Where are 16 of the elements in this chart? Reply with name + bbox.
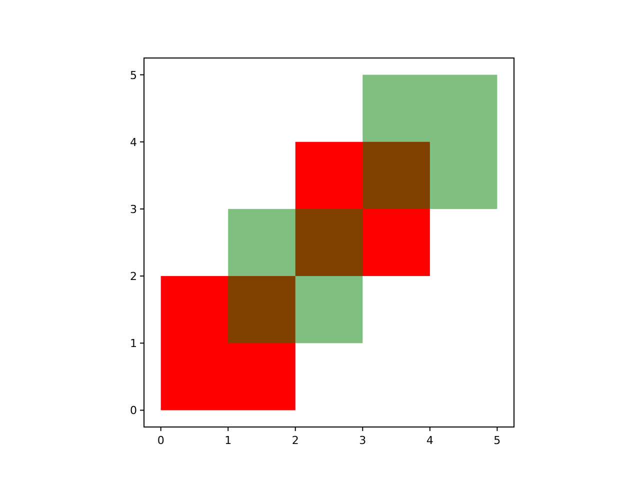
y-tick-label: 0 (130, 404, 137, 418)
y-tick-label: 1 (130, 337, 137, 350)
y-tick-label: 4 (130, 136, 137, 149)
x-tick-label: 3 (359, 434, 366, 447)
y-tick-label: 2 (130, 270, 137, 284)
x-tick-label: 2 (292, 434, 299, 447)
y-tick-label: 5 (130, 68, 137, 82)
x-tick-label: 0 (157, 434, 164, 447)
x-tick-label: 5 (494, 434, 501, 447)
bar (362, 74, 498, 209)
bar (160, 276, 296, 410)
bar (228, 208, 363, 344)
bar (295, 142, 430, 276)
y-tick-label: 3 (130, 202, 137, 216)
x-tick-label: 4 (426, 434, 434, 447)
x-tick-label: 1 (224, 434, 232, 447)
